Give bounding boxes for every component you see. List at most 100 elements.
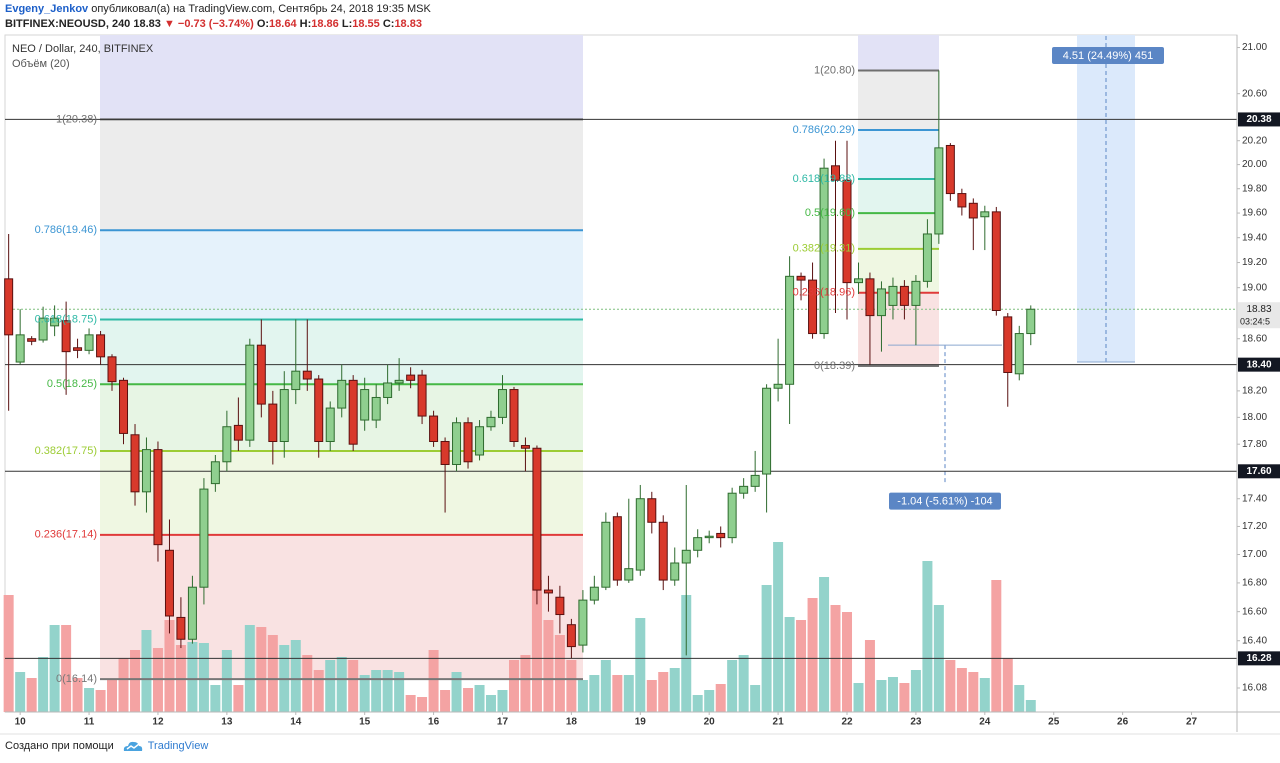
- candle-body: [210, 461, 220, 485]
- volume-bar: [773, 542, 784, 712]
- candle-body: [899, 285, 909, 306]
- volume-legend: Объём (20): [12, 58, 70, 70]
- x-tick-label: 18: [566, 717, 578, 728]
- volume-bar: [704, 690, 715, 712]
- candle-body: [291, 370, 301, 391]
- volume-bar: [26, 678, 37, 712]
- candle-body: [750, 474, 760, 487]
- chart-title: NEO / Dollar, 240, BITFINEX: [12, 43, 154, 55]
- candle-body: [670, 562, 680, 581]
- volume-bar: [819, 577, 830, 712]
- candle-body: [325, 407, 335, 442]
- candle-body: [27, 338, 37, 342]
- price-line-label: 18.40: [1246, 359, 1271, 370]
- volume-bar: [784, 617, 795, 712]
- symbol: BITFINEX:NEOUSD, 240: [5, 18, 131, 30]
- header-line-2: BITFINEX:NEOUSD, 240 18.83 ▼ −0.73 (−3.7…: [5, 17, 431, 32]
- y-tick-label: 16.60: [1242, 606, 1267, 617]
- candle-body: [360, 389, 370, 421]
- volume-bar: [612, 675, 623, 712]
- volume-bar: [244, 625, 255, 712]
- volume-bar: [336, 657, 347, 712]
- volume-bar: [440, 690, 451, 712]
- candle-body: [991, 211, 1001, 311]
- volume-bar: [979, 678, 990, 712]
- volume-bar: [256, 627, 267, 712]
- brand[interactable]: TradingView: [147, 740, 209, 752]
- volume-bar: [727, 660, 738, 712]
- volume-bar: [761, 585, 772, 712]
- fib-label: 1(20.38): [56, 113, 97, 125]
- candle-body: [635, 498, 645, 571]
- candle-body: [555, 596, 565, 616]
- x-tick-label: 24: [979, 717, 991, 728]
- candle-body: [854, 278, 864, 284]
- volume-bar: [428, 650, 439, 712]
- change: ▼ −0.73 (−3.74%): [163, 18, 254, 30]
- y-tick-label: 19.80: [1242, 183, 1267, 194]
- measure-label-box: [1052, 47, 1164, 64]
- x-tick-label: 21: [773, 717, 785, 728]
- last-price-label: 18.83: [1246, 304, 1271, 315]
- ohlc-close: 18.83: [394, 18, 422, 30]
- volume-bar: [600, 660, 611, 712]
- candle-body: [693, 537, 703, 551]
- ohlc-close-key: C:: [382, 18, 395, 30]
- y-tick-label: 18.20: [1242, 386, 1267, 397]
- candle-body: [589, 586, 599, 601]
- price-line-tag: [1238, 651, 1280, 666]
- x-tick-label: 23: [910, 717, 922, 728]
- y-tick-label: 20.60: [1242, 88, 1267, 99]
- x-tick-label: 25: [1048, 717, 1060, 728]
- x-tick-label: 14: [290, 717, 302, 728]
- logo-cloud: [123, 741, 142, 751]
- volume-bar: [922, 561, 933, 712]
- author[interactable]: Evgeny_Jenkov: [5, 3, 89, 15]
- candle-body: [486, 416, 496, 428]
- x-tick-label: 19: [635, 717, 647, 728]
- volume-bar: [72, 678, 83, 712]
- ohlc-high-key: H:: [299, 18, 312, 30]
- candle-body: [153, 449, 163, 546]
- footer-text: Создано при помощи: [5, 740, 114, 752]
- volume-bar: [669, 668, 680, 712]
- candle-body: [888, 285, 898, 306]
- brand-logo[interactable]: [122, 738, 144, 754]
- candle-body: [130, 434, 140, 493]
- y-tick-label: 19.20: [1242, 257, 1267, 268]
- fib-label: 0.382(19.31): [793, 243, 855, 255]
- candle-body: [73, 347, 83, 351]
- candle-body: [762, 387, 772, 475]
- fib-label: 1(20.80): [814, 64, 855, 76]
- price-line-label: 20.38: [1246, 114, 1271, 125]
- candle-body: [578, 599, 588, 646]
- volume-bar: [463, 688, 474, 712]
- volume-bar: [348, 660, 359, 712]
- volume-bar: [864, 640, 875, 712]
- candle-body: [509, 389, 519, 442]
- fib-band: [858, 70, 939, 131]
- candle-body: [279, 389, 289, 442]
- fib-label: 0.5(18.25): [47, 378, 97, 390]
- countdown: 03:24:5: [1240, 317, 1270, 327]
- logo-line: [126, 743, 140, 750]
- candle-body: [199, 488, 209, 588]
- candle-body: [911, 280, 921, 306]
- fib-range-fill: [100, 35, 583, 120]
- candle-body: [624, 568, 634, 581]
- fib-label: 0.382(17.75): [35, 445, 97, 457]
- y-tick-label: 18.00: [1242, 412, 1267, 423]
- candle-body: [808, 279, 818, 335]
- y-tick-label: 19.60: [1242, 208, 1267, 219]
- candle-body: [337, 379, 347, 409]
- volume-bar: [750, 685, 761, 712]
- volume-bar: [84, 688, 95, 712]
- candle-body: [302, 370, 312, 380]
- fib-band: [858, 130, 939, 180]
- y-tick-label: 20.20: [1242, 135, 1267, 146]
- candle-body: [429, 415, 439, 442]
- volume-bar: [95, 690, 106, 712]
- volume-bar: [382, 670, 393, 712]
